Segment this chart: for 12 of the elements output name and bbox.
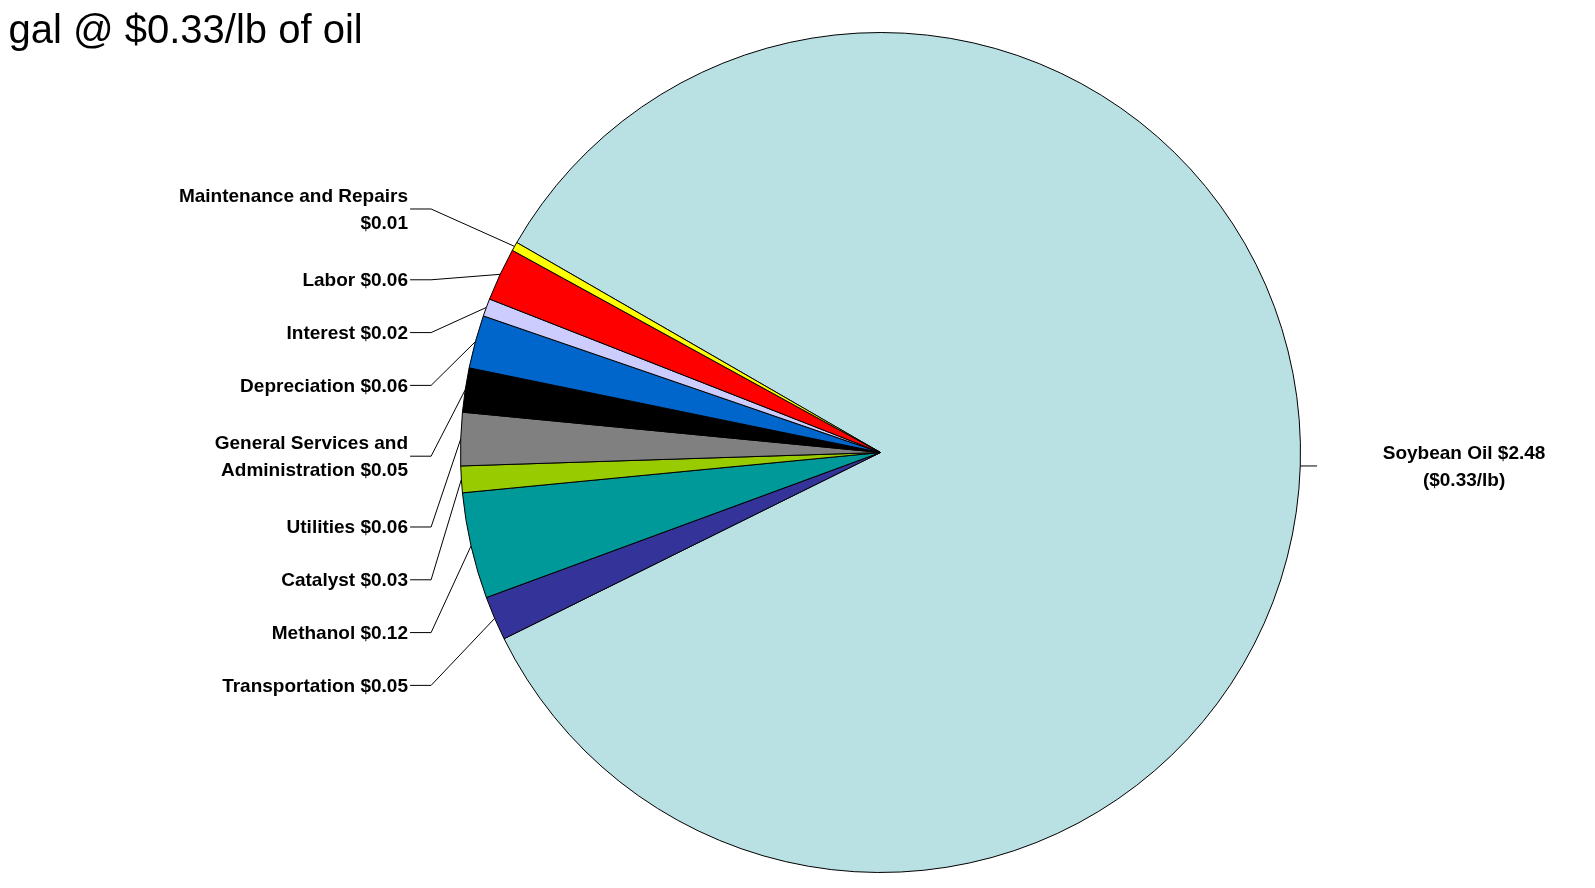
slice-label: Transportation $0.05 bbox=[222, 674, 409, 696]
slice-label: Maintenance and Repairs bbox=[178, 184, 408, 206]
slice-label: Interest $0.02 bbox=[286, 322, 409, 344]
chart-title: gal @ $0.33/lb of oil bbox=[8, 6, 363, 51]
slice-label: General Services and Administration $0.05 bbox=[214, 432, 409, 481]
slice-label: Utilities $0.06 bbox=[286, 516, 408, 538]
slice-label: Catalyst $0.03 bbox=[281, 569, 408, 591]
data-label: $0.01 bbox=[360, 212, 409, 234]
slice-label: Depreciation $0.06 bbox=[240, 374, 409, 396]
slice-label: Methanol $0.12 bbox=[271, 622, 409, 644]
slice-label: Labor $0.06 bbox=[302, 269, 409, 291]
slice-label: Soybean Oil $2.48 ($0.33/lb) bbox=[1382, 441, 1546, 491]
